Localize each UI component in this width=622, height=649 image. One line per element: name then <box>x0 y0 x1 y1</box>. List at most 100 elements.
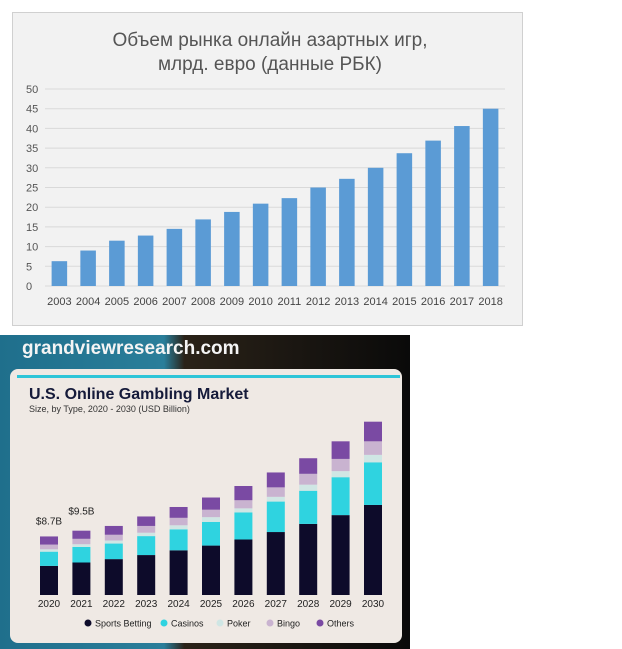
value-annotation: $9.5B <box>68 507 94 518</box>
segment-casinos-2025 <box>202 521 220 546</box>
legend-marker-casinos <box>160 619 168 627</box>
segment-poker-2029 <box>331 471 350 478</box>
segment-bingo-2025 <box>202 509 220 518</box>
segment-poker-2024 <box>169 525 188 530</box>
legend-label: Poker <box>227 619 251 629</box>
segment-others-2030 <box>364 421 382 442</box>
bar-2005 <box>109 240 125 286</box>
segment-others-2027 <box>266 472 285 488</box>
y-tick-label: 15 <box>26 222 38 234</box>
y-tick-label: 30 <box>26 163 38 175</box>
segment-casinos-2024 <box>169 529 188 551</box>
x-tick-label: 2016 <box>421 296 445 308</box>
bar-2007 <box>166 228 183 286</box>
bar-2014 <box>367 167 384 286</box>
chart-title: Объем рынка онлайн азартных игр, <box>112 30 427 51</box>
segment-others-2022 <box>104 525 123 535</box>
segment-casinos-2027 <box>266 501 285 533</box>
source-watermark: grandviewresearch.com <box>22 338 240 359</box>
y-tick-label: 50 <box>26 84 38 96</box>
segment-bingo-2022 <box>104 534 123 541</box>
segment-poker-2021 <box>72 544 91 547</box>
segment-poker-2026 <box>234 508 253 513</box>
x-tick-label: 2021 <box>70 599 93 610</box>
x-tick-label: 2023 <box>135 599 158 610</box>
x-tick-label: 2004 <box>76 296 100 308</box>
segment-others-2023 <box>137 516 156 526</box>
segment-others-2024 <box>169 506 188 518</box>
segment-poker-2027 <box>266 496 285 502</box>
legend-label: Casinos <box>171 619 204 629</box>
bar-2016 <box>425 140 441 286</box>
segment-casinos-2023 <box>137 536 156 556</box>
bar-2010 <box>252 203 269 286</box>
segment-sports-betting-2028 <box>299 523 318 595</box>
chart-title: U.S. Online Gambling Market <box>29 386 249 403</box>
segment-poker-2030 <box>364 454 382 463</box>
x-tick-label: 2022 <box>103 599 126 610</box>
x-tick-label: 2029 <box>329 599 352 610</box>
x-tick-label: 2014 <box>363 296 387 308</box>
x-tick-label: 2028 <box>297 599 320 610</box>
bar-2004 <box>80 250 96 286</box>
x-tick-label: 2020 <box>38 599 61 610</box>
segment-bingo-2029 <box>331 458 350 472</box>
rbk-bar-chart: Объем рынка онлайн азартных игр, млрд. е… <box>12 12 523 326</box>
segment-bingo-2021 <box>72 538 91 545</box>
legend-marker-bingo <box>266 619 274 627</box>
x-tick-label: 2009 <box>220 296 244 308</box>
segment-others-2021 <box>72 530 91 539</box>
x-tick-label: 2030 <box>362 599 385 610</box>
segment-sports-betting-2029 <box>331 515 350 595</box>
x-tick-label: 2024 <box>167 599 190 610</box>
bar-2015 <box>396 153 413 286</box>
y-tick-label: 35 <box>26 143 38 155</box>
bar-2018 <box>482 108 499 286</box>
segment-others-2026 <box>234 486 253 501</box>
segment-bingo-2028 <box>299 473 318 485</box>
x-tick-label: 2006 <box>133 296 157 308</box>
segment-bingo-2024 <box>169 517 188 526</box>
segment-casinos-2020 <box>40 551 58 566</box>
segment-bingo-2030 <box>364 441 382 455</box>
y-tick-label: 40 <box>26 123 38 135</box>
bar-2008 <box>195 219 211 286</box>
x-tick-label: 2027 <box>265 599 288 610</box>
x-tick-label: 2008 <box>191 296 215 308</box>
legend-label: Sports Betting <box>95 619 152 629</box>
x-tick-label: 2013 <box>335 296 359 308</box>
y-tick-label: 10 <box>26 242 38 254</box>
segment-sports-betting-2023 <box>137 555 156 595</box>
bar-2012 <box>310 187 326 286</box>
segment-others-2025 <box>202 497 220 510</box>
x-tick-label: 2026 <box>232 599 255 610</box>
y-tick-label: 45 <box>26 104 38 116</box>
y-tick-label: 0 <box>26 281 32 293</box>
grandview-stacked-chart: grandviewresearch.com U.S. Online Gambli… <box>0 335 410 649</box>
segment-casinos-2030 <box>364 462 382 505</box>
segment-sports-betting-2027 <box>266 532 285 595</box>
x-tick-label: 2017 <box>450 296 474 308</box>
bar-2017 <box>454 126 470 286</box>
x-tick-label: 2007 <box>162 296 186 308</box>
segment-others-2028 <box>299 458 318 474</box>
segment-poker-2020 <box>40 549 58 552</box>
accent-line <box>17 375 400 378</box>
x-tick-label: 2005 <box>105 296 129 308</box>
bar-2013 <box>339 178 355 286</box>
legend-label: Others <box>327 619 355 629</box>
segment-casinos-2022 <box>104 543 123 560</box>
value-annotation: $8.7B <box>36 516 62 527</box>
x-tick-label: 2025 <box>200 599 223 610</box>
segment-sports-betting-2026 <box>234 539 253 595</box>
segment-bingo-2027 <box>266 487 285 497</box>
x-tick-label: 2010 <box>248 296 272 308</box>
segment-casinos-2026 <box>234 512 253 540</box>
x-tick-label: 2012 <box>306 296 330 308</box>
legend-marker-poker <box>216 619 224 627</box>
bar-2006 <box>137 235 154 286</box>
y-tick-label: 5 <box>26 261 32 273</box>
segment-sports-betting-2030 <box>364 504 382 595</box>
legend-label: Bingo <box>277 619 300 629</box>
chart-subtitle: Size, by Type, 2020 - 2030 (USD Billion) <box>29 404 190 414</box>
